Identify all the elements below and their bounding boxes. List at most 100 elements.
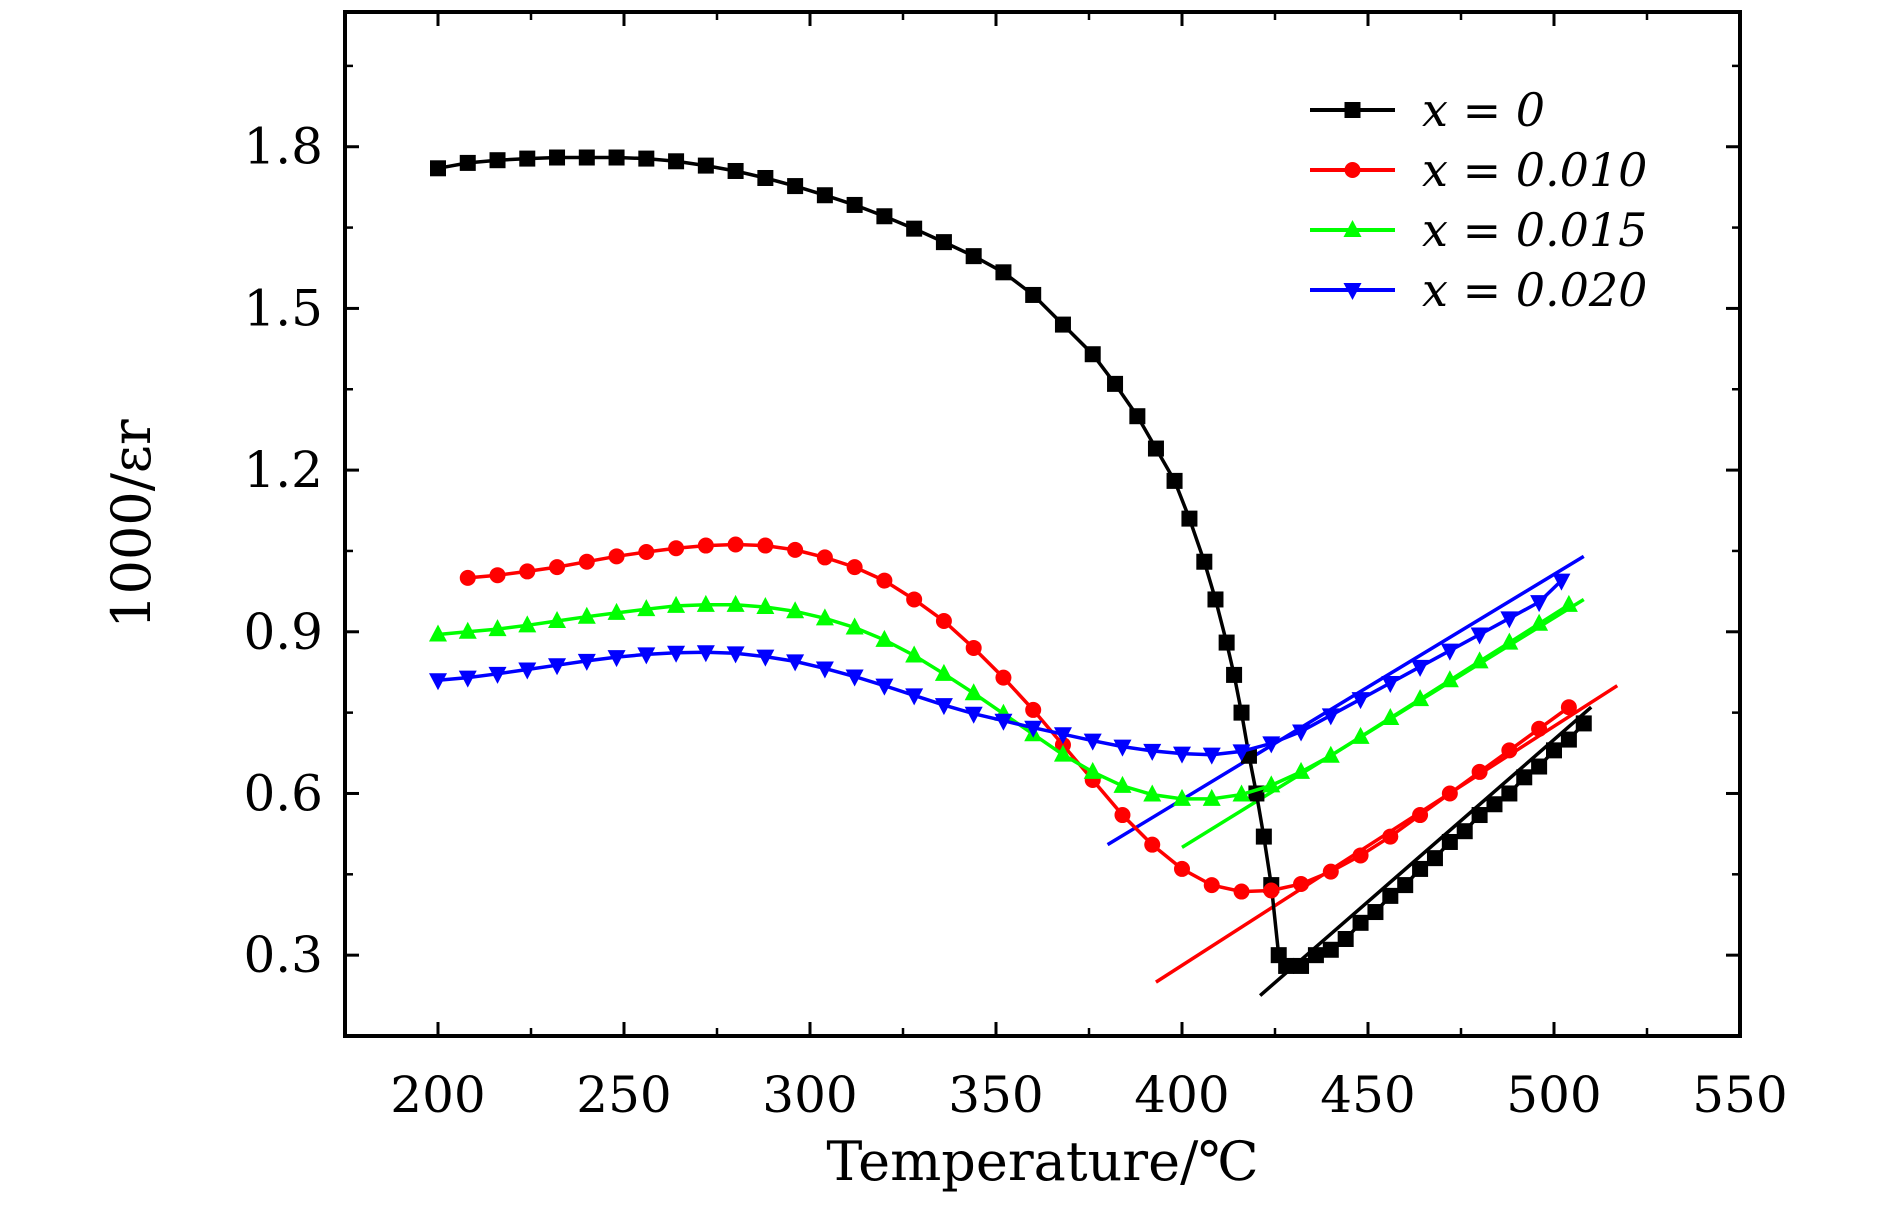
data-point [1352,847,1369,864]
data-point [1218,634,1235,651]
data-point [1025,701,1042,718]
x-tick-label: 300 [762,1066,857,1124]
y-axis-title: 1000/εr [100,419,163,629]
x-tick-label: 200 [390,1066,485,1124]
data-point [1174,860,1190,877]
data-point [816,549,833,566]
data-point [1053,744,1072,762]
y-tick-label: 1.8 [243,118,323,176]
data-point [1181,510,1198,527]
data-point [667,595,686,613]
x-tick-label: 250 [576,1066,671,1124]
data-point [964,683,983,701]
data-point [786,601,805,619]
data-point [934,698,953,716]
data-point [965,248,982,265]
data-point [1516,769,1533,786]
data-point [1321,708,1340,726]
data-point [607,650,626,668]
data-point [1173,788,1191,806]
data-point [549,149,566,166]
data-point [906,591,923,608]
data-point [1530,595,1549,613]
data-point [488,619,507,637]
data-point [519,563,536,580]
data-point [1293,957,1310,974]
data-point [846,196,863,213]
data-point [577,653,596,671]
data-point [458,621,477,639]
data-point [637,599,656,617]
data-point [1456,823,1473,840]
data-point [905,645,924,663]
data-point [549,559,566,576]
data-point [875,678,894,696]
data-point [1470,627,1489,645]
data-point [845,617,864,635]
data-point [1293,876,1310,893]
data-point [518,615,537,633]
data-point [697,157,714,174]
data-point [1053,727,1072,745]
data-point [1411,659,1430,677]
data-point [1083,733,1102,751]
legend-marker [1344,162,1361,178]
data-point [935,613,952,630]
data-point [1470,651,1489,669]
data-point [696,645,715,663]
series-2 [429,594,1578,806]
data-point [1233,704,1250,721]
data-point [607,602,626,620]
data-point [1440,643,1459,661]
data-point [1054,316,1071,333]
data-point [1500,611,1519,629]
y-tick-label: 0.6 [243,764,323,822]
data-point [935,234,952,251]
data-point [1255,828,1272,845]
data-point [1531,758,1548,775]
data-point [1083,761,1102,779]
data-point [756,649,775,667]
data-point [1426,850,1443,867]
data-point [1166,472,1183,489]
data-point [637,647,656,665]
data-point [727,536,744,553]
data-point [1531,720,1548,737]
data-point [1321,745,1340,763]
legend: x = 0 x = 0.010 x = 0.015 x = 0.020 [1310,83,1647,317]
data-point [1546,742,1562,759]
data-point [1382,828,1399,845]
data-point [815,608,834,626]
data-point [1501,742,1518,759]
legend-marker [1343,220,1362,237]
data-point [1114,807,1131,824]
x-axis-title: Temperature/℃ [826,1130,1258,1193]
data-point [489,152,506,169]
data-point [1144,836,1161,853]
data-point [1292,724,1311,742]
data-point [845,669,864,687]
data-point [578,149,595,166]
data-point [1233,883,1250,900]
data-point [1143,784,1162,802]
data-point [1232,744,1251,762]
data-point [876,572,893,589]
data-point [1113,775,1132,793]
data-point [578,553,595,570]
data-point [1530,613,1549,631]
data-point [906,220,923,237]
data-point [1025,286,1042,303]
legend-label: x = 0 [1422,83,1545,137]
data-point [1322,941,1339,958]
data-point [459,154,476,171]
data-point [1129,408,1146,425]
data-point [965,639,982,656]
legend-label: x = 0.015 [1422,203,1647,257]
x-tick-label: 500 [1506,1066,1601,1124]
data-point [1381,675,1400,693]
data-point [905,688,924,706]
data-point [1552,573,1571,591]
data-point [1501,785,1518,802]
